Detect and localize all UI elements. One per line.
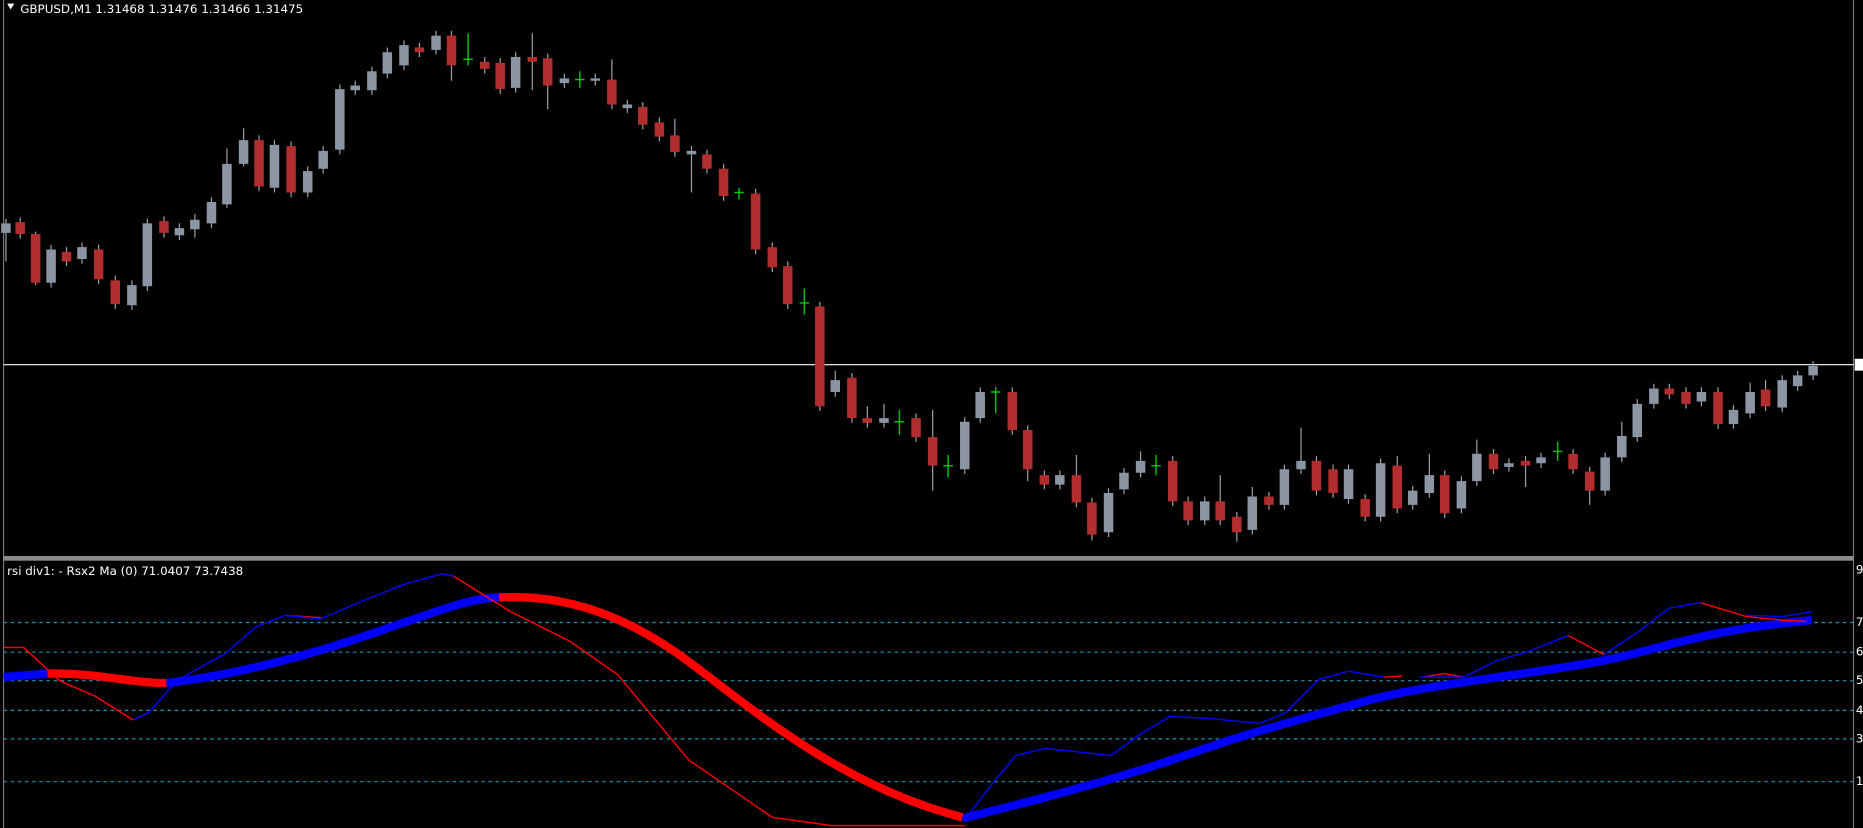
rsx-line-up [132,573,1813,821]
doji-candles [463,33,1563,478]
level-label: 9 [1856,563,1863,577]
ma-line-down [47,592,964,822]
panel-divider[interactable] [3,555,1854,561]
indicator-panel: rsi div1: - Rsx2 Ma (0) 71.0407 73.7438 … [3,563,1863,827]
level-label: 5 [1856,673,1863,687]
indicator-title: rsi div1: - Rsx2 Ma (0) 71.0407 73.7438 [7,564,243,578]
level-label: 4 [1856,703,1863,717]
main-panel: GBPUSD,M1 1.31468 1.31476 1.31466 1.3147… [1,2,1863,542]
panel-menu-arrow[interactable] [7,3,15,10]
level-label: 3 [1856,731,1863,745]
bid-price-tag [1854,358,1863,371]
level-label: 1 [1856,774,1863,788]
ma-line-up [3,593,1813,823]
level-label: 6 [1856,645,1863,659]
level-label: 7 [1856,615,1863,629]
main-panel-title: GBPUSD,M1 1.31468 1.31476 1.31466 1.3147… [20,2,303,16]
